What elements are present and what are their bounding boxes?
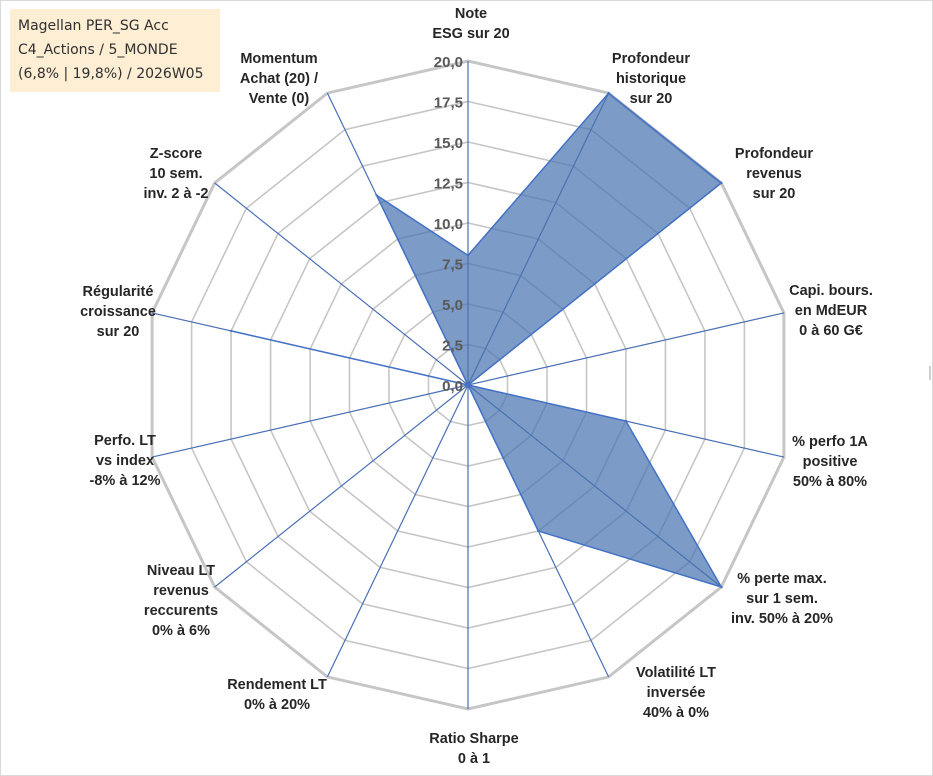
axis-label-line: revenus (153, 583, 209, 599)
series-point (720, 181, 723, 185)
series-area (230, 92, 723, 589)
axis-label-line: 0 à 1 (457, 751, 491, 767)
axis-label-line: Capi. bours. (789, 283, 873, 299)
series-point (466, 254, 470, 257)
axis-label-line: reccurents (143, 603, 219, 619)
axis-label: Volatilité LT inversée 40% à 0% (626, 663, 726, 723)
axis-label-line: -8% à 12% (89, 473, 161, 489)
axis-label-line: Z-score (149, 146, 203, 162)
axis-label-line: en MdEUR (794, 303, 868, 319)
axis-label-line: % perfo 1A (792, 434, 868, 450)
fund-info-box: Magellan PER_SG Acc C4_Actions / 5_MONDE… (10, 9, 220, 92)
axis-label-line: Niveau LT (146, 563, 216, 579)
radial-tick-label: 15,0 (434, 135, 463, 152)
axis-label: Niveau LT revenus reccurents 0% à 6% (131, 561, 231, 641)
axis-label-line: Achat (20) / (239, 71, 319, 87)
axis-label-line: croissance (80, 304, 156, 320)
axis-label: Z-score 10 sem. inv. 2 à -2 (131, 144, 221, 204)
axis-label-line: sur 20 (629, 91, 673, 107)
axis-label: % perfo 1A positive 50% à 80% (785, 432, 875, 492)
series-point (229, 329, 233, 333)
axis-spoke (326, 384, 469, 678)
axis-label-line: Vente (0) (248, 91, 310, 107)
axis-spoke (467, 312, 785, 386)
axis-label-line: 0% à 20% (243, 697, 311, 713)
radial-tick-label: 12,5 (434, 176, 463, 193)
radial-tick-label: 0,0 (442, 378, 463, 395)
axis-label: Perfo. LT vs index -8% à 12% (70, 431, 180, 491)
axis-label-line: inv. 2 à -2 (143, 186, 209, 202)
axis-label-line: revenus (746, 166, 802, 182)
axis-label-line: inv. 50% à 20% (730, 611, 834, 627)
axis-label-line: 10 sem. (149, 166, 203, 182)
fund-name: Magellan PER_SG Acc (18, 18, 169, 34)
axis-label-line: Note (454, 6, 488, 22)
axis-label: Profondeur historique sur 20 (606, 49, 696, 109)
axis-spoke (151, 384, 469, 458)
axis-label-line: inversée (646, 685, 706, 701)
radial-tick-label: 7,5 (442, 257, 463, 274)
fund-category: C4_Actions / 5_MONDE (18, 42, 178, 58)
axis-label-line: vs index (95, 453, 155, 469)
axis-label-line: sur 20 (96, 324, 140, 340)
axis-label-line: Perfo. LT (94, 433, 156, 449)
axis-label-line: Momentum (240, 51, 318, 67)
axis-label-line: Ratio Sharpe (429, 731, 519, 747)
axis-label-line: 50% à 80% (792, 474, 868, 490)
axis-label-line: 0% à 6% (151, 623, 211, 639)
axis-label: Régularité croissance sur 20 (68, 282, 168, 342)
series-point (375, 194, 378, 197)
radar-series (229, 91, 723, 589)
series-point (624, 419, 628, 423)
fund-stats: (6,8% | 19,8%) / 2026W05 (18, 66, 204, 82)
radial-tick-label: 10,0 (434, 216, 463, 233)
series-point (720, 585, 723, 589)
scroll-marker (929, 366, 931, 380)
axis-label-line: Profondeur (734, 146, 814, 162)
axis-label: Capi. bours. en MdEUR 0 à 60 G€ (776, 281, 886, 341)
axis-label-line: 40% à 0% (642, 705, 710, 721)
axis-label: % perte max. sur 1 sem. inv. 50% à 20% (722, 569, 842, 629)
axis-spoke (214, 182, 469, 386)
axis-label-line: Profondeur (611, 51, 691, 67)
axis-label: Momentum Achat (20) / Vente (0) (229, 49, 329, 109)
axis-label: Profondeur revenus sur 20 (719, 144, 829, 204)
axis-label-line: Rendement LT (227, 677, 327, 693)
axis-label-line: % perte max. (737, 571, 827, 587)
radial-tick-label: 2,5 (442, 338, 463, 355)
radial-tick-label: 20,0 (434, 54, 463, 71)
axis-label-line: 0 à 60 G€ (799, 323, 863, 339)
axis-label: Rendement LT 0% à 20% (217, 675, 337, 715)
series-point (537, 529, 540, 533)
series-point (466, 383, 470, 387)
axis-label: Ratio Sharpe 0 à 1 (419, 729, 529, 769)
axis-label-line: Volatilité LT (635, 665, 717, 681)
axis-label-line: positive (802, 454, 858, 470)
radial-tick-label: 5,0 (442, 297, 463, 314)
axis-label-line: sur 20 (752, 186, 796, 202)
radial-tick-label: 17,5 (434, 95, 463, 112)
radar-tick-labels: 0,0 2,5 5,0 7,5 10,0 12,5 15,0 17,5 20,0 (434, 54, 463, 395)
axis-label-line: sur 1 sem. (746, 591, 818, 607)
axis-label-line: ESG sur 20 (432, 26, 510, 42)
axis-label-line: Régularité (82, 284, 154, 300)
axis-spoke (214, 384, 469, 588)
axis-label: Note ESG sur 20 (421, 4, 521, 44)
series-point (607, 91, 610, 95)
axis-label-line: historique (615, 71, 687, 87)
